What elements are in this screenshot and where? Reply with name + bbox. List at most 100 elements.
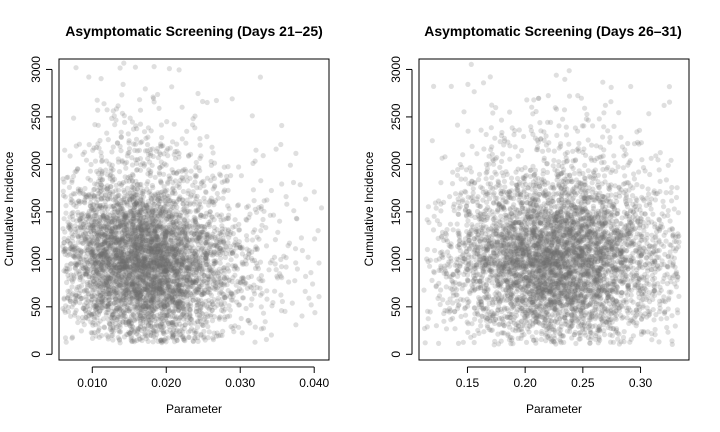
- data-point: [80, 151, 86, 157]
- data-point: [201, 195, 207, 201]
- data-point: [127, 226, 134, 232]
- data-point: [158, 122, 164, 128]
- data-point: [154, 260, 160, 266]
- data-point: [105, 302, 111, 308]
- data-point: [66, 184, 72, 190]
- data-point: [165, 258, 171, 264]
- data-point: [111, 206, 117, 212]
- data-point: [132, 247, 138, 253]
- data-point: [130, 222, 136, 228]
- data-point: [60, 306, 66, 312]
- data-point: [92, 257, 98, 263]
- data-point: [135, 263, 141, 269]
- data-point: [142, 86, 148, 92]
- data-point: [255, 266, 261, 272]
- data-point: [66, 276, 72, 282]
- data-point: [195, 90, 201, 97]
- data-point: [181, 259, 187, 265]
- data-point: [96, 233, 102, 239]
- data-point: [158, 268, 164, 275]
- data-point: [125, 250, 131, 257]
- data-point: [262, 319, 268, 325]
- data-point: [105, 284, 112, 290]
- data-point: [311, 189, 317, 195]
- data-point: [166, 283, 172, 289]
- data-point: [102, 205, 108, 211]
- data-point: [144, 221, 150, 227]
- data-point: [159, 135, 165, 141]
- data-point: [145, 179, 151, 185]
- data-point: [197, 136, 203, 142]
- data-point: [162, 239, 168, 245]
- data-point: [75, 315, 81, 321]
- data-point: [62, 307, 68, 313]
- data-point: [85, 303, 91, 309]
- data-point: [77, 217, 83, 223]
- data-point: [292, 278, 298, 284]
- data-point: [94, 302, 100, 308]
- data-point: [274, 273, 280, 279]
- data-point: [211, 160, 218, 166]
- data-point: [113, 278, 120, 284]
- data-point: [144, 246, 150, 252]
- data-point: [202, 240, 208, 246]
- data-point: [184, 287, 190, 294]
- data-point: [133, 291, 139, 297]
- data-point: [160, 236, 166, 242]
- data-point: [221, 270, 227, 277]
- data-point: [103, 158, 109, 164]
- data-point: [82, 271, 89, 277]
- data-point: [165, 146, 171, 152]
- data-point: [171, 277, 177, 283]
- data-point: [176, 271, 182, 278]
- data-point: [155, 155, 161, 161]
- data-point: [130, 275, 136, 281]
- data-point: [284, 201, 290, 207]
- data-point: [69, 284, 75, 290]
- data-point: [210, 150, 216, 156]
- data-point: [197, 155, 203, 161]
- data-point: [103, 238, 109, 244]
- data-point: [146, 262, 152, 268]
- data-point: [236, 227, 243, 233]
- data-point: [140, 258, 146, 264]
- data-point: [155, 290, 161, 296]
- data-point: [147, 173, 153, 179]
- data-point: [194, 286, 200, 292]
- data-point: [106, 194, 112, 200]
- data-point: [110, 212, 117, 218]
- data-point: [299, 313, 305, 319]
- data-point: [123, 214, 129, 220]
- data-point: [268, 332, 274, 338]
- data-point: [164, 269, 170, 275]
- data-point: [168, 249, 174, 256]
- data-point: [260, 310, 267, 316]
- data-point: [137, 209, 143, 215]
- data-point: [188, 192, 194, 198]
- data-point: [172, 252, 179, 258]
- data-point: [303, 273, 309, 279]
- data-point: [125, 266, 131, 272]
- data-point: [120, 199, 126, 205]
- data-point: [151, 313, 157, 320]
- data-point: [119, 92, 125, 98]
- data-point: [117, 329, 124, 335]
- data-point: [260, 216, 266, 223]
- data-point: [160, 206, 166, 212]
- data-point: [127, 306, 133, 312]
- data-point: [126, 329, 132, 335]
- data-point: [95, 260, 101, 266]
- data-point: [252, 324, 258, 330]
- data-point: [188, 303, 194, 309]
- data-point: [132, 227, 138, 233]
- data-point: [208, 273, 215, 279]
- data-point: [142, 253, 148, 260]
- data-point: [203, 298, 209, 304]
- data-point: [176, 214, 182, 220]
- data-point: [227, 294, 233, 300]
- data-point: [127, 323, 133, 329]
- data-point: [123, 272, 129, 279]
- data-point: [205, 248, 211, 254]
- data-point: [183, 244, 189, 250]
- data-point: [95, 241, 101, 247]
